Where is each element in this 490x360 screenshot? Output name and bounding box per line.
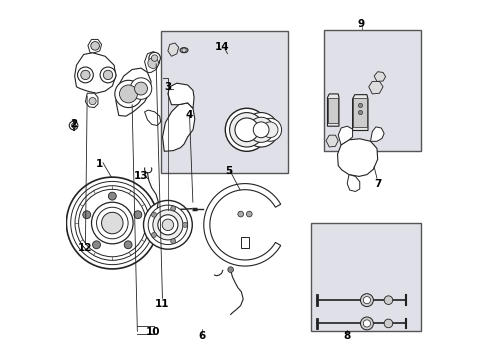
Circle shape [358,103,363,108]
Polygon shape [116,68,151,116]
Circle shape [108,192,116,200]
Circle shape [134,211,142,219]
Circle shape [158,215,178,235]
Text: 13: 13 [134,171,148,181]
Circle shape [262,122,278,138]
Circle shape [97,207,128,239]
Circle shape [72,123,76,128]
Circle shape [103,70,113,80]
Circle shape [91,41,99,50]
Polygon shape [338,139,378,176]
Circle shape [183,222,188,227]
Circle shape [75,186,149,260]
Circle shape [77,67,93,83]
Text: 10: 10 [147,327,161,337]
Circle shape [162,219,173,230]
Text: 4: 4 [186,111,193,121]
Circle shape [225,108,269,151]
Polygon shape [374,72,386,81]
Polygon shape [368,81,383,94]
Text: 5: 5 [225,166,232,176]
Circle shape [151,55,158,61]
Bar [328,98,338,123]
Bar [311,223,421,330]
Circle shape [151,212,156,217]
Circle shape [67,177,158,269]
Circle shape [71,181,154,265]
Circle shape [364,320,370,327]
Circle shape [93,241,100,249]
Text: 9: 9 [358,19,365,29]
Polygon shape [353,95,368,131]
Circle shape [101,212,123,234]
Circle shape [89,98,96,105]
Circle shape [120,85,137,103]
Circle shape [115,80,142,108]
Polygon shape [163,103,195,151]
Circle shape [384,319,393,328]
Text: 11: 11 [155,299,170,309]
Polygon shape [145,51,160,72]
Circle shape [361,294,373,307]
Polygon shape [204,184,281,266]
Circle shape [253,122,269,138]
Circle shape [228,267,234,273]
Circle shape [358,111,363,115]
Polygon shape [85,93,98,108]
Polygon shape [326,135,338,147]
Polygon shape [145,110,161,126]
Circle shape [92,202,133,244]
Bar [353,98,367,127]
Circle shape [153,210,183,240]
Polygon shape [370,127,384,141]
Circle shape [149,52,160,64]
Circle shape [78,189,146,257]
Bar [324,30,421,151]
Text: 2: 2 [70,120,77,129]
Circle shape [171,239,176,244]
Circle shape [364,297,370,304]
Circle shape [100,67,116,83]
Bar [161,31,288,173]
Circle shape [171,206,176,211]
Polygon shape [347,175,360,192]
Polygon shape [327,94,339,126]
Circle shape [124,241,132,249]
Circle shape [235,118,259,141]
Circle shape [148,205,188,244]
Polygon shape [242,237,249,248]
Circle shape [238,211,244,217]
Circle shape [83,211,91,219]
Text: 14: 14 [215,42,229,52]
Circle shape [246,211,252,217]
Text: 7: 7 [374,179,381,189]
Circle shape [81,70,90,80]
Polygon shape [168,43,179,56]
Circle shape [384,296,393,305]
Circle shape [230,113,264,147]
Polygon shape [168,83,194,108]
Text: 6: 6 [198,331,206,341]
Circle shape [135,82,147,95]
Circle shape [259,118,282,141]
Circle shape [182,48,186,52]
Text: 1: 1 [96,159,103,169]
Text: 8: 8 [343,331,351,341]
Circle shape [151,233,156,238]
Text: 12: 12 [78,243,93,253]
Polygon shape [88,40,101,53]
Circle shape [361,317,373,330]
Circle shape [69,121,78,130]
Circle shape [248,117,274,142]
Circle shape [144,201,192,249]
Circle shape [244,113,278,147]
Polygon shape [338,126,353,145]
Circle shape [148,58,159,68]
Circle shape [130,78,152,99]
Text: 3: 3 [164,82,171,92]
Polygon shape [74,53,116,93]
